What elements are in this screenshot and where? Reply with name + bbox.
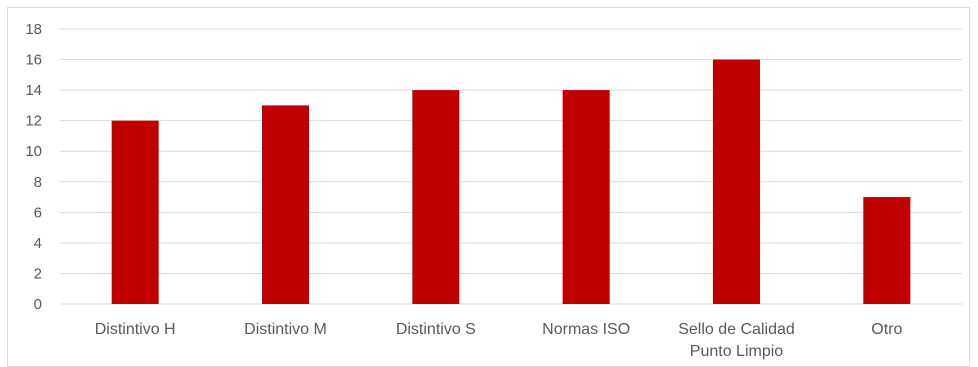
gridlines — [60, 28, 962, 305]
y-tick-label: 16 — [25, 52, 42, 69]
chart-frame — [7, 7, 970, 367]
x-category-label: Distintivo M — [244, 321, 327, 338]
bar — [412, 90, 460, 304]
y-tick-label: 2 — [34, 265, 42, 282]
x-category-label: Distintivo S — [396, 321, 476, 338]
y-tick-label: 18 — [25, 21, 42, 38]
x-category-label: Sello de Calidad Punto Limpio — [678, 321, 795, 360]
y-axis-tick-labels: 0 2 4 6 8 10 12 14 16 18 — [25, 21, 42, 313]
bar — [713, 59, 760, 304]
y-tick-label: 6 — [34, 204, 42, 221]
bar — [262, 105, 309, 304]
y-tick-label: 4 — [34, 235, 42, 252]
bar — [111, 120, 159, 305]
y-tick-label: 14 — [25, 82, 42, 99]
bars — [111, 59, 911, 305]
x-axis-category-labels: Distintivo H Distintivo M Distintivo S Norm… — [95, 321, 903, 360]
x-category-label: Distintivo H — [95, 321, 176, 338]
bar — [562, 90, 610, 304]
bar — [863, 197, 911, 304]
y-tick-label: 0 — [34, 296, 42, 313]
y-tick-label: 8 — [34, 174, 42, 191]
x-category-label: Normas ISO — [542, 321, 630, 338]
x-category-label: Otro — [871, 321, 902, 338]
y-tick-label: 10 — [25, 143, 42, 160]
y-tick-label: 12 — [25, 113, 42, 130]
